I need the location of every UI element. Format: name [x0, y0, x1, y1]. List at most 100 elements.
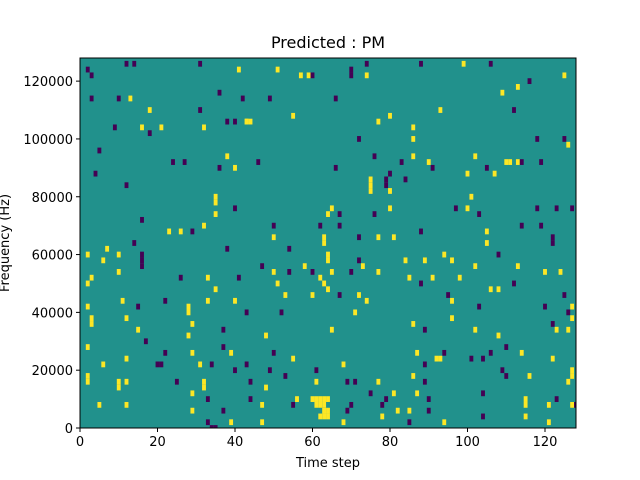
y-tick-label: 80000 [32, 191, 73, 206]
heatmap-cell [326, 396, 330, 402]
heatmap-cell [310, 269, 315, 275]
heatmap-cell [318, 401, 323, 408]
heatmap-cell [85, 378, 90, 385]
heatmap-cell [85, 373, 90, 379]
heatmap-cell [554, 205, 559, 212]
heatmap-cell [298, 72, 303, 79]
heatmap-cell [438, 107, 443, 113]
y-tick-label: 40000 [32, 306, 73, 321]
heatmap-cell [388, 205, 392, 212]
heatmap-cell [357, 136, 361, 142]
heatmap-cell [481, 390, 485, 397]
heatmap-cell [182, 159, 187, 165]
heatmap-cell [112, 124, 117, 131]
heatmap-cell [419, 280, 423, 287]
heatmap-cell [291, 112, 296, 119]
heatmap-cell [368, 390, 373, 397]
heatmap-cell [473, 153, 478, 160]
heatmap-cell [384, 396, 389, 402]
plot-area [79, 57, 577, 429]
heatmap-cell [310, 396, 315, 402]
heatmap-cell [205, 274, 210, 281]
heatmap-cell [353, 309, 358, 316]
heatmap-cell [213, 199, 218, 206]
heatmap-cell [473, 326, 478, 333]
heatmap-cell [283, 373, 288, 379]
heatmap-cell [357, 234, 361, 241]
heatmap-cell [372, 211, 377, 217]
heatmap-cell [260, 419, 265, 426]
heatmap-cell [376, 234, 381, 241]
heatmap-cell [546, 401, 551, 408]
heatmap-cell [550, 240, 555, 246]
x-axis-ticks: 0 20 40 60 80 100 120 [76, 428, 558, 450]
heatmap-cell [484, 240, 489, 246]
heatmap-cell [209, 361, 214, 368]
heatmap-cell [295, 396, 299, 402]
heatmap-cell [419, 228, 423, 235]
heatmap-cell [221, 326, 226, 333]
heatmap-cell [128, 95, 133, 102]
heatmap-cell [357, 257, 361, 264]
heatmap-cell [318, 222, 323, 229]
heatmap-cell [399, 159, 404, 165]
heatmap-cell [209, 425, 214, 428]
heatmap-cell [213, 425, 218, 428]
heatmap-cell [326, 413, 330, 420]
x-tick-label: 120 [533, 435, 558, 450]
heatmap-cell [384, 182, 389, 189]
heatmap-cell [190, 407, 195, 414]
heatmap-cell [539, 159, 544, 165]
heatmap-cell [450, 257, 454, 264]
heatmap-cell [167, 228, 172, 235]
heatmap-cell [120, 297, 125, 304]
heatmap-cell [132, 60, 137, 67]
heatmap-cell [341, 419, 346, 426]
heatmap-cell [403, 257, 408, 264]
heatmap-cell [105, 245, 110, 252]
heatmap-cell [337, 292, 342, 298]
heatmap-cell [322, 401, 327, 408]
heatmap-cell [256, 159, 261, 165]
heatmap-cell [159, 361, 164, 368]
heatmap-cell [543, 303, 547, 310]
chart-title: Predicted : PM [271, 33, 385, 52]
heatmap-cell [89, 72, 94, 79]
heatmap-cell [275, 280, 280, 287]
heatmap-cell [314, 396, 319, 402]
heatmap-cell [89, 321, 94, 327]
heatmap-cell [233, 164, 237, 171]
heatmap-cell [271, 234, 276, 241]
heatmap-cell [302, 263, 307, 270]
heatmap-cell [116, 251, 121, 258]
heatmap-cell [508, 159, 513, 165]
heatmap-cell [217, 89, 222, 96]
heatmap-cell [279, 309, 284, 316]
heatmap-cell [244, 118, 249, 125]
heatmap-cell [85, 251, 90, 258]
heatmap-cell [492, 170, 497, 177]
heatmap-cell [349, 66, 354, 73]
heatmap-cell [496, 286, 501, 293]
heatmap-cell [97, 147, 102, 154]
heatmap-cell [233, 297, 237, 304]
heatmap-cell [426, 159, 431, 165]
heatmap-cell [512, 280, 516, 287]
heatmap-cell [434, 355, 439, 362]
heatmap-cell [326, 257, 330, 264]
heatmap-cell [213, 211, 218, 217]
heatmap-cell [186, 309, 191, 316]
heatmap-cell [190, 321, 195, 327]
heatmap-cell [260, 263, 265, 270]
heatmap-cell [422, 378, 427, 385]
heatmap-cell [89, 95, 94, 102]
heatmap-cell [527, 373, 532, 379]
heatmap-cell [570, 315, 575, 322]
heatmap-cell [407, 407, 412, 414]
heatmap-cell [550, 234, 555, 241]
heatmap-cell [550, 321, 555, 327]
heatmap-cell [341, 361, 346, 368]
heatmap-cell [101, 257, 106, 264]
heatmap-cell [368, 182, 373, 189]
heatmap-cell [488, 60, 493, 67]
